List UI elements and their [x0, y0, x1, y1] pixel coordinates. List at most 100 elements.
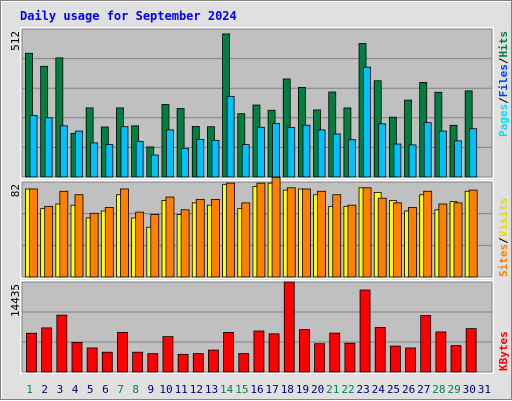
x-tick-label-day: 22 — [341, 383, 354, 396]
x-tick-label-day: 26 — [402, 383, 415, 396]
x-tick-label-day: 16 — [250, 383, 263, 396]
sites-bar — [89, 212, 99, 278]
legend-hits: Hits — [497, 31, 510, 58]
sites-bar — [453, 202, 463, 278]
x-tick-label-day: 15 — [235, 383, 248, 396]
files-bar — [211, 139, 220, 178]
legend-separator: / — [497, 237, 510, 244]
files-bar — [317, 129, 326, 178]
sites-bar — [392, 202, 402, 278]
sites-bar — [302, 188, 311, 278]
sites-bar — [241, 202, 251, 278]
x-tick-label-day: 19 — [296, 383, 309, 396]
kbytes-bar — [208, 349, 219, 373]
sites-bar — [317, 190, 326, 278]
x-tick-label-day: 20 — [311, 383, 324, 396]
kbytes-bar — [283, 281, 295, 373]
sites-bar — [211, 198, 220, 278]
files-bar — [44, 117, 53, 178]
kbytes-bar — [314, 343, 325, 373]
kbytes-bar — [299, 329, 310, 373]
x-tick-label-day: 23 — [357, 383, 370, 396]
kbytes-bar — [405, 347, 416, 373]
files-bar — [287, 127, 296, 178]
x-tick-label-day: 6 — [102, 383, 109, 396]
kbytes-bar — [238, 353, 250, 373]
hits-bar — [85, 107, 94, 178]
chart-title: Daily usage for September 2024 — [20, 9, 237, 23]
sites-bar — [44, 205, 54, 278]
files-bar — [272, 123, 280, 178]
sites-bar — [347, 204, 357, 278]
kbytes-bar — [117, 331, 128, 373]
files-bar — [257, 126, 265, 178]
kbytes-bar — [268, 333, 280, 373]
files-bar — [469, 128, 478, 178]
legend-separator: / — [497, 97, 510, 104]
sites-bar — [226, 182, 235, 278]
x-tick-label-day: 27 — [417, 383, 430, 396]
kbytes-bar — [223, 332, 234, 373]
x-tick-label-day: 3 — [57, 383, 64, 396]
kbytes-bar — [132, 351, 144, 373]
files-bar — [150, 154, 159, 178]
kbytes-bar — [465, 328, 477, 373]
panel-visits-legend: Sites/Visits — [497, 198, 510, 278]
x-tick-label-day: 7 — [117, 383, 124, 396]
files-bar — [241, 144, 250, 178]
x-tick-label-day: 13 — [205, 383, 218, 396]
x-tick-label-day: 31 — [478, 383, 491, 396]
sites-bar — [438, 203, 448, 278]
kbytes-bar — [71, 341, 83, 373]
kbytes-bar — [435, 331, 447, 373]
sites-bar — [195, 198, 205, 278]
kbytes-bar — [101, 351, 113, 373]
kbytes-bar — [162, 336, 174, 373]
kbytes-bar — [420, 315, 432, 373]
x-tick-label-day: 18 — [281, 383, 294, 396]
kbytes-bar — [450, 345, 462, 373]
x-tick-label-day: 17 — [266, 383, 279, 396]
files-bar — [181, 147, 190, 178]
x-tick-label-day: 12 — [190, 383, 203, 396]
x-tick-label-day: 29 — [447, 383, 460, 396]
x-tick-label-day: 28 — [432, 383, 445, 396]
files-bar — [135, 141, 144, 178]
sites-bar — [256, 182, 266, 278]
kbytes-bar — [329, 332, 341, 373]
sites-bar — [271, 176, 281, 278]
x-tick-label-day: 11 — [175, 383, 188, 396]
kbytes-bar — [41, 327, 53, 373]
kbytes-bar — [374, 327, 386, 373]
hits-bar — [55, 57, 64, 178]
hits-bar — [404, 99, 412, 178]
sites-bar — [29, 188, 38, 278]
files-bar — [423, 122, 432, 178]
files-bar — [378, 123, 387, 178]
x-tick-label-day: 9 — [148, 383, 155, 396]
kbytes-bar — [359, 289, 371, 373]
x-tick-label-day: 8 — [132, 383, 139, 396]
sites-bar — [423, 190, 433, 278]
kbytes-bar — [192, 353, 204, 373]
sites-bar — [362, 187, 372, 278]
files-bar — [166, 129, 174, 178]
sites-bar — [332, 194, 342, 278]
files-bar — [196, 139, 205, 178]
kbytes-bar — [56, 314, 68, 373]
files-bar — [393, 143, 402, 178]
x-tick-label-day: 5 — [87, 383, 94, 396]
files-bar — [438, 130, 447, 178]
legend-visits: Visits — [497, 198, 510, 238]
panel-kbytes-y-tick-label: 14435 — [9, 284, 22, 317]
kbytes-bar — [253, 330, 265, 373]
kbytes-bar — [86, 347, 98, 373]
sites-bar — [468, 189, 478, 278]
files-bar — [302, 124, 311, 178]
sites-bar — [180, 209, 190, 278]
files-bar — [363, 66, 371, 178]
files-bar — [347, 139, 356, 178]
sites-bar — [286, 187, 296, 278]
legend-files: Files — [497, 64, 510, 97]
